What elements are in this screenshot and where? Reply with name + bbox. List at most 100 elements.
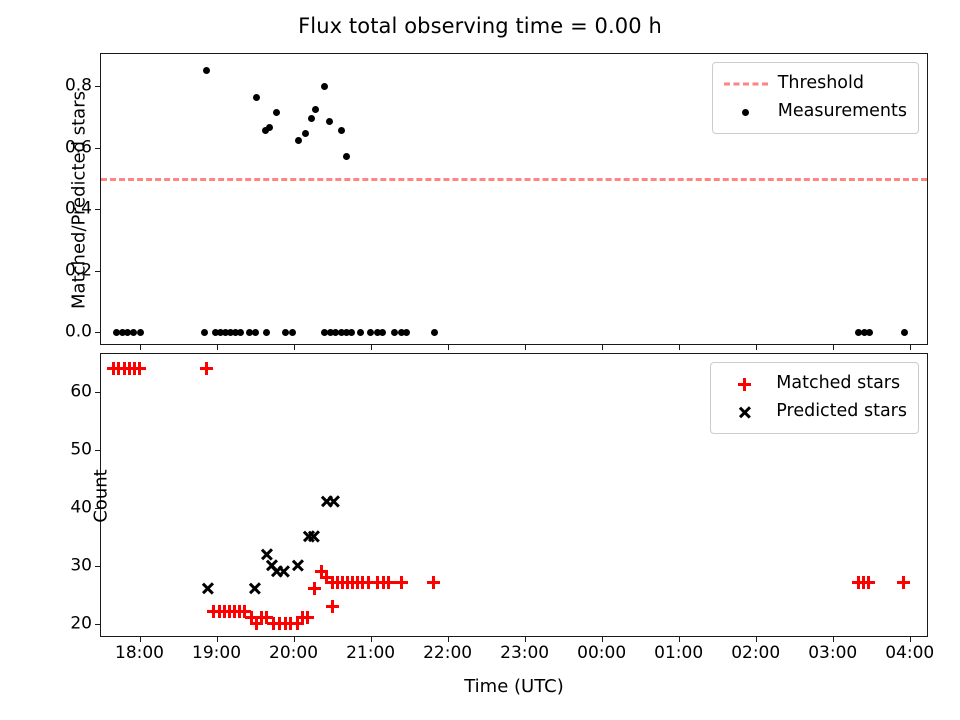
x-tick <box>909 636 911 642</box>
y-tick-label: 0.0 <box>64 321 92 342</box>
y-tick-label: 0.6 <box>64 137 92 158</box>
x-tick <box>909 344 911 350</box>
data-point-dot <box>356 328 364 336</box>
data-point-dot <box>211 328 219 336</box>
y-tick <box>95 391 101 393</box>
y-tick <box>95 565 101 567</box>
data-point-dot <box>431 328 439 336</box>
x-axis-label: Time (UTC) <box>464 676 564 697</box>
data-point-dot <box>295 136 303 144</box>
top-panel-axes: Matched/Predicted stars 0.0 0.2 0.4 0.6 0.8 … <box>65 53 928 350</box>
y-tick <box>95 507 101 509</box>
x-tick-label: 01:00 <box>654 643 704 663</box>
y-tick-label: 50 <box>70 439 92 460</box>
y-tick-label: 40 <box>70 497 92 518</box>
data-point-dot <box>378 328 386 336</box>
data-point-dot <box>251 328 259 336</box>
data-point-dot <box>403 328 411 336</box>
x-tick <box>216 344 218 350</box>
x-tick-label: 00:00 <box>577 643 627 663</box>
data-point-dot <box>320 328 328 336</box>
data-point-dot <box>301 130 309 138</box>
data-point-dot <box>901 328 909 336</box>
y-tick <box>95 86 101 88</box>
data-point-dot <box>337 127 345 135</box>
y-tick-label: 0.8 <box>64 75 92 96</box>
x-tick <box>524 344 526 350</box>
data-point-dot <box>129 328 137 336</box>
x-tick <box>139 636 141 642</box>
data-point-dot <box>273 108 281 116</box>
data-point-dot <box>216 328 224 336</box>
data-point-dot <box>342 153 350 161</box>
dot-marker-icon <box>722 102 770 122</box>
data-point-dot <box>202 67 210 75</box>
data-point-dot <box>232 328 240 336</box>
y-tick-label: 0.2 <box>64 260 92 281</box>
data-point-dot <box>866 328 874 336</box>
x-tick-label: 20:00 <box>269 643 319 663</box>
plus-marker-icon <box>720 374 768 394</box>
x-tick <box>755 636 757 642</box>
y-tick-label: 60 <box>70 381 92 402</box>
bottom-panel-axes: Count 20 30 40 50 60 18:00 19:00 20:00 21:00 22:… <box>70 353 934 662</box>
y-tick <box>95 209 101 211</box>
data-point-dot <box>263 328 271 336</box>
legend-entry-predicted-stars[interactable]: Predicted stars <box>720 398 907 426</box>
x-tick-label: 21:00 <box>346 643 396 663</box>
y-tick <box>95 332 101 334</box>
x-tick <box>678 636 680 642</box>
legend-entry-measurements[interactable]: Measurements <box>722 98 907 126</box>
y-tick <box>95 270 101 272</box>
data-point-dot <box>265 124 273 132</box>
x-tick <box>370 636 372 642</box>
data-point-dot <box>367 328 375 336</box>
data-point-dot <box>246 328 254 336</box>
data-point-dot <box>227 328 235 336</box>
top-panel-plot-area <box>101 54 927 344</box>
x-tick <box>139 344 141 350</box>
data-point-dot <box>332 328 340 336</box>
data-point-dot <box>320 82 328 90</box>
data-point-dot <box>201 328 209 336</box>
x-tick <box>601 636 603 642</box>
x-tick <box>447 344 449 350</box>
legend-label-measurements: Measurements <box>777 101 907 122</box>
data-point-dot <box>861 328 869 336</box>
data-point-dot <box>112 328 120 336</box>
legend-entry-threshold[interactable]: Threshold <box>722 70 907 98</box>
y-tick <box>95 147 101 149</box>
x-tick-label: 04:00 <box>885 643 935 663</box>
data-point-dot <box>308 115 316 123</box>
x-tick-label: 18:00 <box>115 643 164 663</box>
data-point-dot <box>391 328 399 336</box>
cross-marker-icon <box>720 402 768 422</box>
x-tick <box>524 636 526 642</box>
figure-title: Flux total observing time = 0.00 h <box>298 14 662 38</box>
x-tick-label: 02:00 <box>731 643 781 663</box>
x-tick-label: 19:00 <box>192 643 242 663</box>
data-point-dot <box>854 328 862 336</box>
dashed-line-icon <box>722 74 770 94</box>
data-point-dot <box>373 328 381 336</box>
top-panel-legend[interactable]: Threshold Measurements <box>711 62 919 134</box>
data-point-dot <box>327 328 335 336</box>
data-point-dot <box>137 328 145 336</box>
x-tick-label: 23:00 <box>500 643 550 663</box>
x-tick <box>447 636 449 642</box>
x-tick <box>293 636 295 642</box>
data-point-dot <box>337 328 345 336</box>
x-tick-label: 22:00 <box>423 643 473 663</box>
x-tick <box>832 344 834 350</box>
x-tick <box>601 344 603 350</box>
data-point-dot <box>252 93 260 101</box>
data-point-dot <box>347 328 355 336</box>
bottom-panel-legend[interactable]: Matched stars Predicted stars <box>710 362 919 434</box>
x-tick-label: 03:00 <box>808 643 858 663</box>
bottom-panel-plot-area <box>101 354 927 636</box>
legend-label-predicted-stars: Predicted stars <box>776 401 907 422</box>
data-point-dot <box>397 328 405 336</box>
legend-entry-matched-stars[interactable]: Matched stars <box>720 370 907 398</box>
data-point-dot <box>261 127 269 135</box>
